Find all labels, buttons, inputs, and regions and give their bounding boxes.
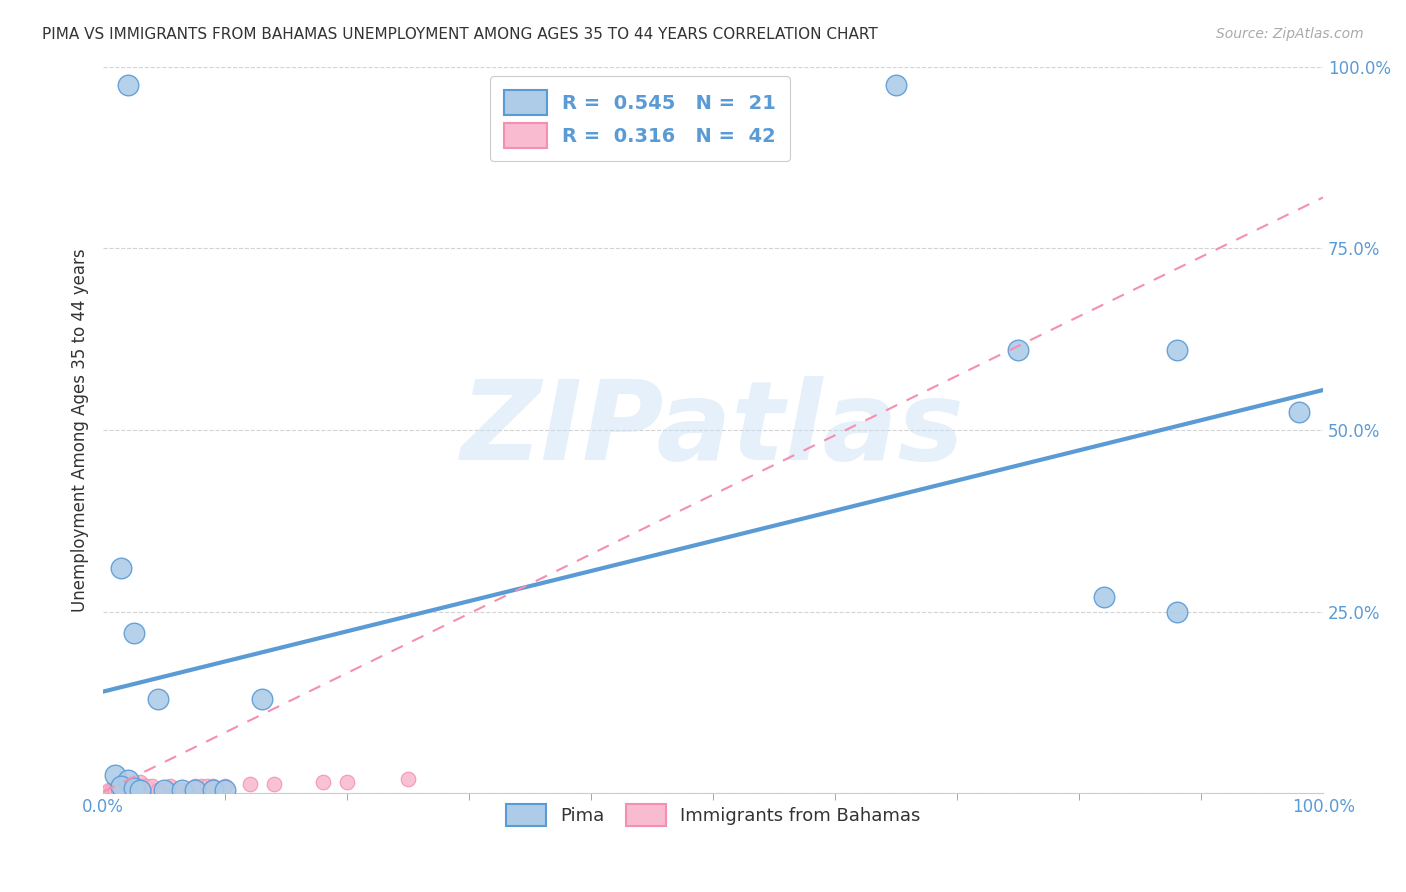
Point bbox=[146, 691, 169, 706]
Point bbox=[183, 779, 205, 793]
Point bbox=[110, 779, 132, 793]
Point bbox=[110, 561, 132, 575]
Point bbox=[1288, 405, 1310, 419]
Point bbox=[1092, 590, 1115, 604]
Point bbox=[165, 782, 187, 797]
Point bbox=[195, 779, 218, 793]
Point bbox=[128, 782, 150, 797]
Text: ZIPatlas: ZIPatlas bbox=[461, 376, 965, 483]
Legend: Pima, Immigrants from Bahamas: Pima, Immigrants from Bahamas bbox=[496, 795, 929, 835]
Point bbox=[104, 786, 127, 800]
Point bbox=[250, 691, 273, 706]
Point bbox=[98, 782, 121, 797]
Point bbox=[263, 777, 285, 791]
Point bbox=[177, 782, 200, 797]
Point bbox=[100, 782, 122, 797]
Point bbox=[214, 782, 236, 797]
Point bbox=[159, 779, 181, 793]
Point bbox=[141, 779, 163, 793]
Text: Source: ZipAtlas.com: Source: ZipAtlas.com bbox=[1216, 27, 1364, 41]
Point bbox=[128, 775, 150, 789]
Point bbox=[396, 772, 419, 786]
Point bbox=[128, 779, 150, 793]
Point bbox=[118, 782, 141, 797]
Point bbox=[91, 786, 114, 800]
Point bbox=[141, 782, 163, 797]
Point bbox=[110, 782, 132, 797]
Point bbox=[128, 782, 150, 797]
Point bbox=[172, 782, 194, 797]
Point bbox=[122, 779, 145, 793]
Point bbox=[122, 775, 145, 789]
Point bbox=[238, 777, 260, 791]
Point bbox=[98, 786, 121, 800]
Point bbox=[135, 779, 157, 793]
Point bbox=[122, 786, 145, 800]
Point bbox=[201, 782, 224, 797]
Point bbox=[336, 775, 359, 789]
Point bbox=[1166, 605, 1188, 619]
Point bbox=[146, 782, 169, 797]
Point bbox=[190, 779, 212, 793]
Point bbox=[172, 782, 194, 797]
Y-axis label: Unemployment Among Ages 35 to 44 years: Unemployment Among Ages 35 to 44 years bbox=[72, 248, 89, 612]
Point bbox=[117, 78, 139, 92]
Point bbox=[1166, 343, 1188, 357]
Point bbox=[201, 779, 224, 793]
Point bbox=[122, 780, 145, 795]
Point bbox=[214, 779, 236, 793]
Point bbox=[183, 782, 205, 797]
Point bbox=[110, 786, 132, 800]
Point bbox=[104, 768, 127, 782]
Point bbox=[104, 782, 127, 797]
Point bbox=[153, 782, 176, 797]
Point bbox=[135, 782, 157, 797]
Point bbox=[117, 786, 139, 800]
Point bbox=[122, 782, 145, 797]
Point bbox=[117, 773, 139, 788]
Point bbox=[153, 782, 176, 797]
Point bbox=[312, 775, 335, 789]
Point bbox=[107, 782, 129, 797]
Point bbox=[884, 78, 907, 92]
Point bbox=[114, 782, 136, 797]
Point bbox=[117, 779, 139, 793]
Point bbox=[1007, 343, 1029, 357]
Text: PIMA VS IMMIGRANTS FROM BAHAMAS UNEMPLOYMENT AMONG AGES 35 TO 44 YEARS CORRELATI: PIMA VS IMMIGRANTS FROM BAHAMAS UNEMPLOY… bbox=[42, 27, 877, 42]
Point bbox=[117, 782, 139, 797]
Point bbox=[110, 779, 132, 793]
Point bbox=[122, 626, 145, 640]
